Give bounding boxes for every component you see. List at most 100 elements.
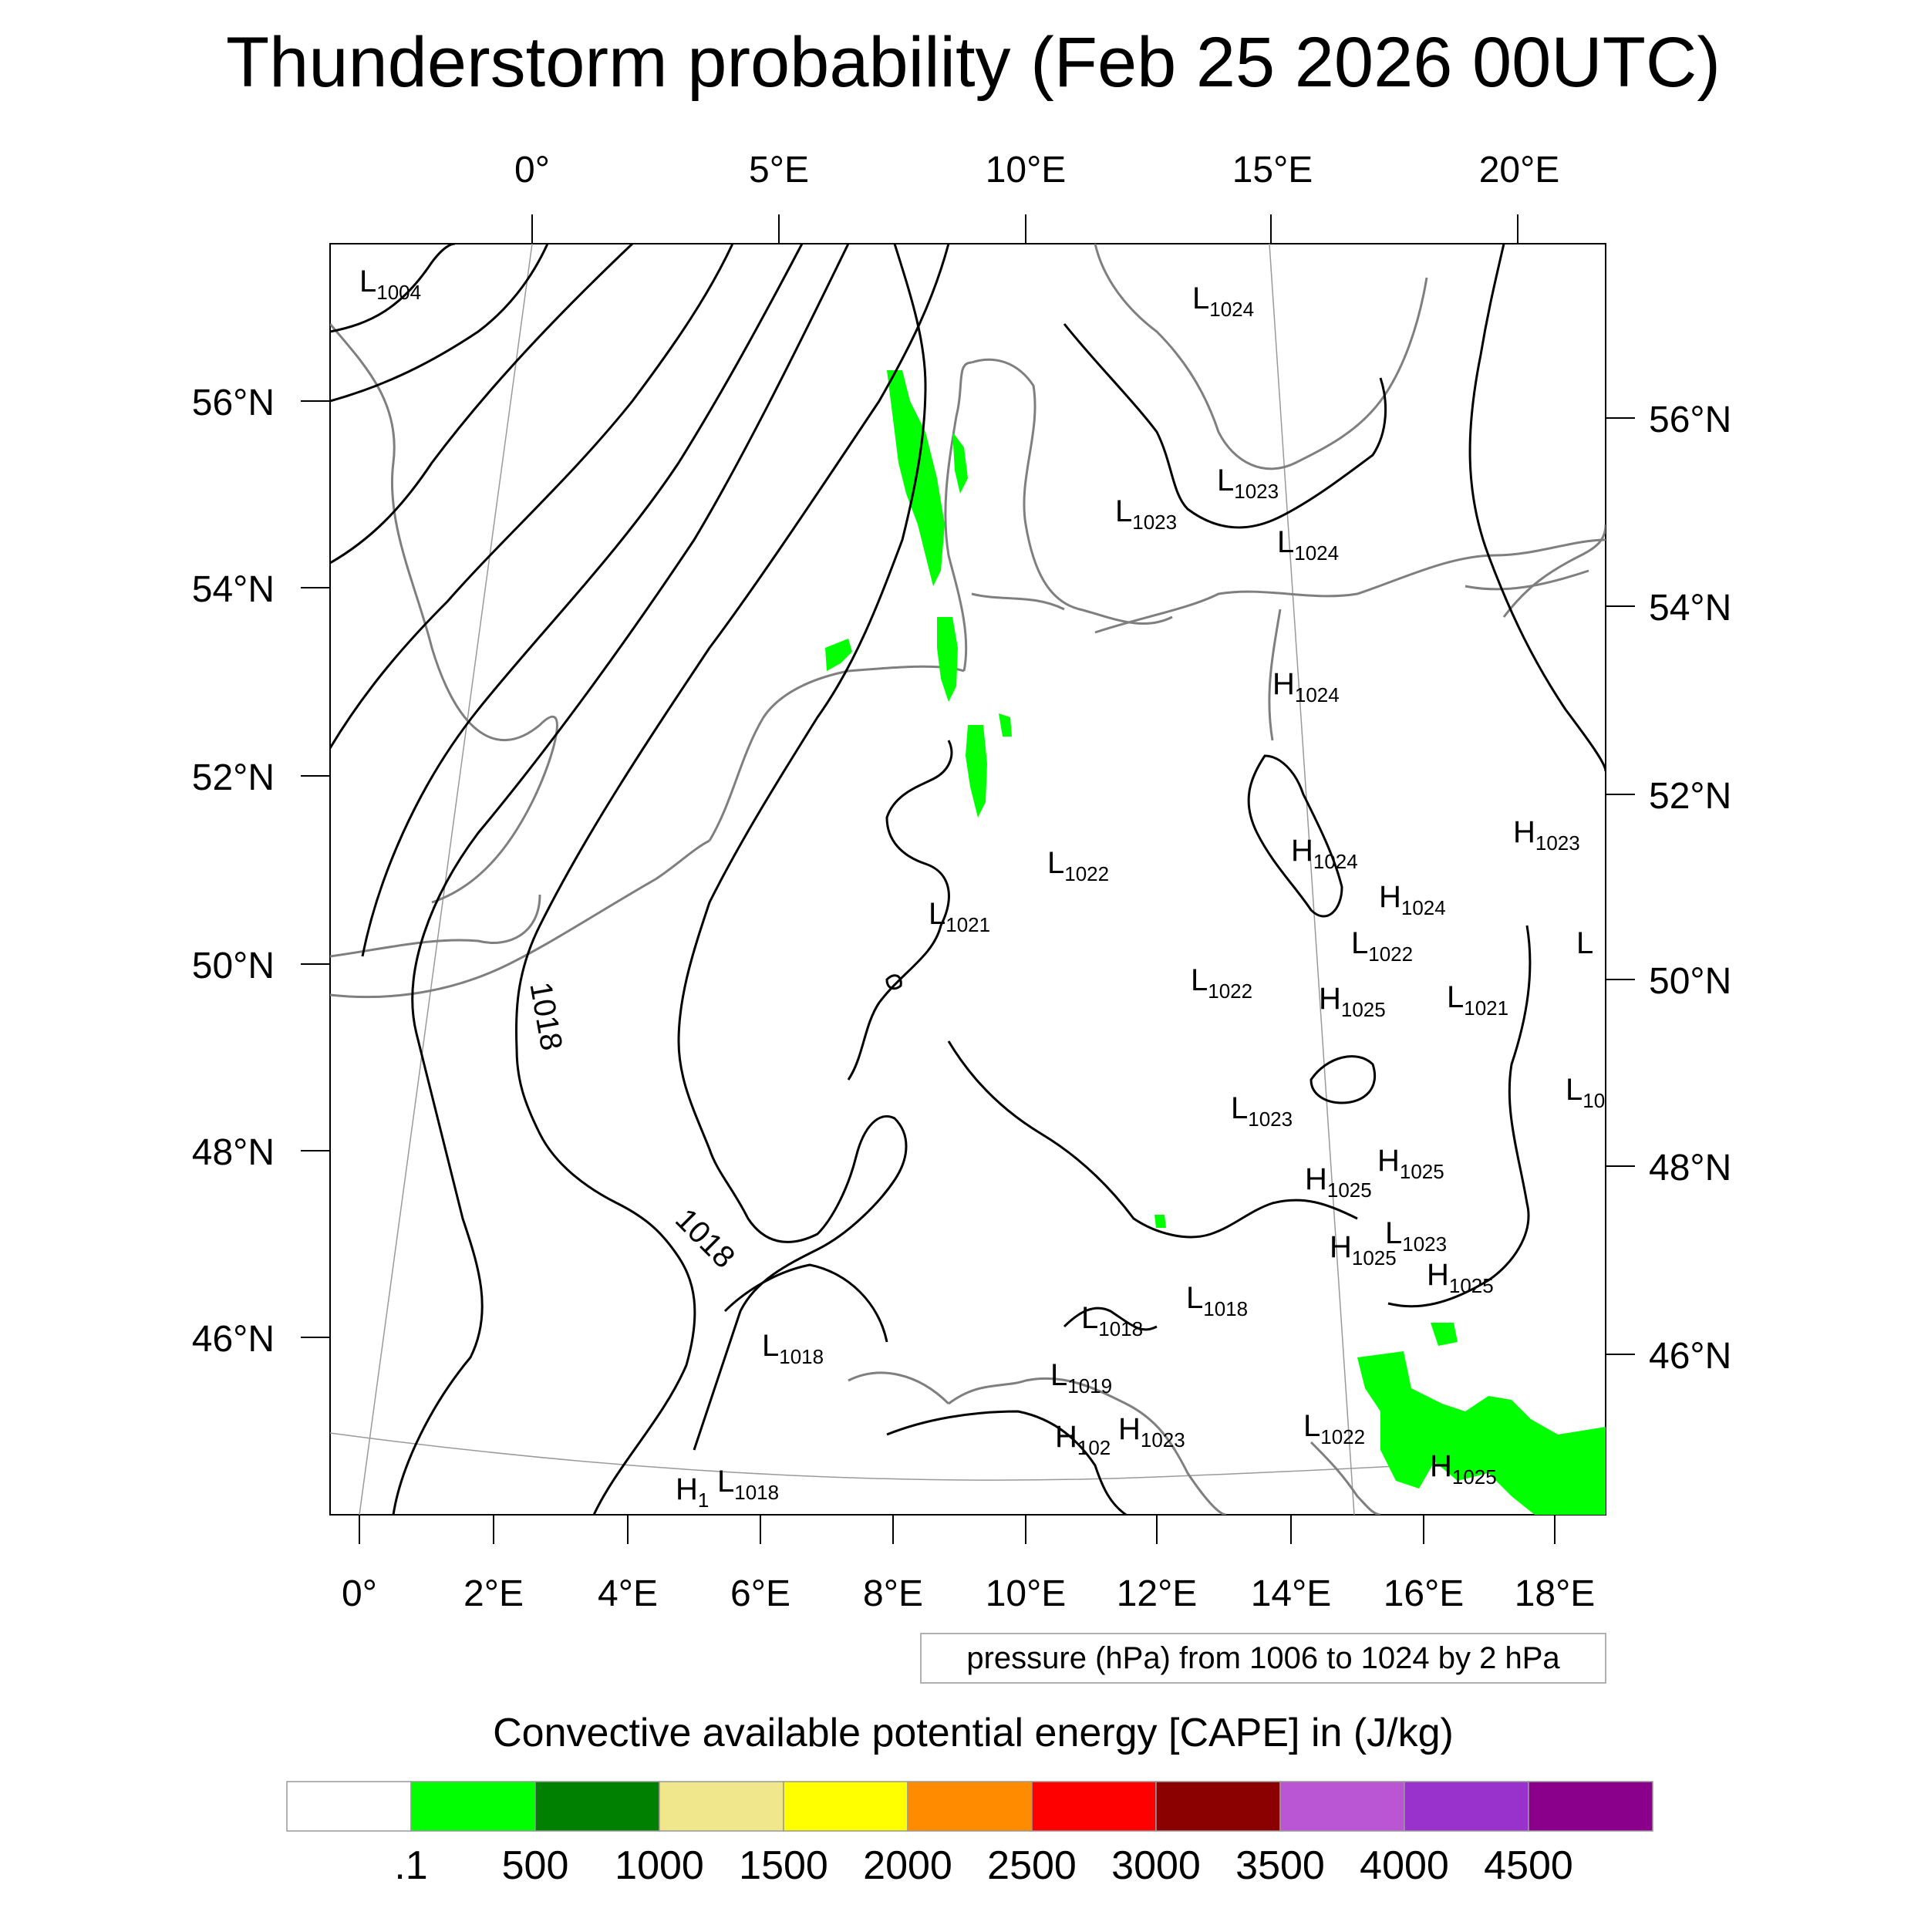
pressure-center-type: L (1081, 1301, 1098, 1335)
isobar-hungary-ring (1309, 1055, 1377, 1104)
pressure-center-type: L (1231, 1091, 1248, 1125)
top-lon-label: 0° (514, 150, 550, 191)
pressure-center-high: H1023 (1118, 1412, 1185, 1452)
pressure-center-type: H (1305, 1162, 1327, 1196)
pressure-center-type: H (1291, 834, 1313, 868)
pressure-note-text: pressure (hPa) from 1006 to 1024 by 2 hP… (966, 1641, 1560, 1675)
meridian-0 (359, 244, 533, 1515)
bottom-lon-label: 16°E (1384, 1573, 1465, 1614)
bottom-lon-label: 2°E (463, 1573, 524, 1614)
pressure-center-type: L (1351, 926, 1368, 960)
pressure-center-type: L (1047, 846, 1064, 880)
map-title: Thunderstorm probability (Feb 25 2026 00… (226, 23, 1721, 102)
pressure-center-high: H1025 (1330, 1230, 1397, 1269)
pressure-center-low: L1022 (1047, 846, 1109, 885)
legend-label: 4500 (1484, 1843, 1573, 1888)
border-east (1465, 569, 1589, 591)
bottom-lon-label: 0° (342, 1573, 377, 1614)
pressure-center-type: L (1566, 1073, 1583, 1107)
pressure-center-type: H (1330, 1230, 1352, 1264)
pressure-center-low: L1022 (1191, 963, 1252, 1003)
pressure-center-value: 1024 (1294, 541, 1339, 565)
pressure-center-value: 1024 (1313, 850, 1358, 873)
coast-low-countries (708, 665, 965, 841)
pressure-center-type: H (1055, 1420, 1077, 1454)
pressure-center-type: L (1192, 282, 1209, 315)
pressure-center-type: L (1217, 464, 1234, 497)
pressure-center-type: L (929, 897, 945, 931)
pressure-center-value: 102 (1077, 1436, 1111, 1459)
pressure-center-high: H102 (1055, 1420, 1111, 1459)
pressure-center-value: 1022 (1368, 942, 1413, 966)
top-lon-label: 5°E (749, 150, 809, 191)
pressure-center-high: H1024 (1272, 667, 1340, 706)
pressure-center-value: 1023 (1141, 1428, 1185, 1452)
border-dk-de (971, 592, 1065, 611)
coast-britain-east (330, 323, 558, 904)
pressure-center-value: 1025 (1452, 1465, 1497, 1489)
pressure-center-value: 10 (1583, 1089, 1605, 1112)
isobar-alps-north (1063, 1307, 1158, 1331)
legend-swatch (783, 1781, 908, 1832)
right-lat-label: 46°N (1649, 1336, 1731, 1377)
coast-baltic-south (1094, 538, 1606, 634)
legend-swatch (534, 1781, 660, 1832)
legend-swatch (410, 1781, 536, 1832)
legend-label: 500 (502, 1843, 569, 1888)
pressure-center-type: H (1319, 982, 1341, 1016)
coast-adriatic (948, 1377, 1227, 1515)
cape-patch-northsea-east (952, 432, 968, 494)
left-lat-label: 46°N (192, 1319, 275, 1360)
pressure-center-type: L (1447, 980, 1464, 1014)
map-frame (329, 243, 1606, 1516)
legend-label: .1 (394, 1843, 427, 1888)
legend-label: 3000 (1111, 1843, 1201, 1888)
pressure-center-value: 1021 (945, 913, 990, 936)
right-lat-label: 52°N (1649, 776, 1731, 817)
coast-britain-south (330, 894, 541, 958)
pressure-center-value: 1018 (779, 1345, 824, 1368)
pressure-note-frame (920, 1633, 1606, 1684)
pressure-center-value: 1025 (1341, 998, 1386, 1021)
axis-ticks (301, 214, 1635, 1544)
cape-patch-netherlands (825, 639, 852, 671)
axis-labels: 0° 5°E 10°E 15°E 20°E 0° 2°E 4°E 6°E 8°E… (192, 150, 1732, 1614)
coast-france-north (330, 839, 710, 999)
legend-swatch (286, 1781, 412, 1832)
legend-swatch (1279, 1781, 1405, 1832)
pressure-center-value: 1023 (1234, 480, 1279, 503)
pressure-center-value: 1025 (1327, 1178, 1372, 1202)
pressure-center-low: L1022 (1351, 926, 1413, 966)
pressure-center-type: H (676, 1472, 698, 1506)
pressure-center-value: 1023 (1248, 1108, 1293, 1131)
top-lon-label: 20°E (1479, 150, 1560, 191)
legend-label: 4000 (1360, 1843, 1449, 1888)
legend-swatch (659, 1781, 784, 1832)
bottom-lon-label: 18°E (1515, 1573, 1596, 1614)
pressure-note-box: pressure (hPa) from 1006 to 1024 by 2 hP… (920, 1633, 1606, 1684)
coastlines (330, 244, 1606, 1515)
bottom-lon-label: 10°E (986, 1573, 1067, 1614)
pressure-center-type: L (1115, 494, 1132, 528)
legend-swatch (1404, 1781, 1529, 1832)
cape-patch-bremen (966, 725, 987, 818)
cape-patch-frisia (937, 617, 958, 702)
pressure-center-value: 1025 (1352, 1246, 1397, 1269)
isobar-poland-ring (1247, 754, 1343, 918)
top-lon-label: 15°E (1232, 150, 1313, 191)
pressure-center-type: H (1118, 1412, 1141, 1446)
pressure-center-value: 1022 (1208, 979, 1252, 1003)
pressure-center-low: L (1576, 926, 1593, 960)
pressure-center-type: H (1379, 880, 1401, 914)
pressure-center-value: 1024 (1209, 298, 1254, 321)
pressure-center-high: H1025 (1377, 1144, 1444, 1183)
cape-patch-alps (1154, 1215, 1166, 1228)
isobar-6 (392, 244, 850, 1515)
meridian-15e (1269, 244, 1355, 1515)
cape-patch-balkans (1357, 1351, 1606, 1515)
pressure-center-low: L1023 (1385, 1216, 1447, 1256)
pressure-center-high: H1024 (1291, 834, 1358, 873)
pressure-center-low: L1021 (929, 897, 990, 936)
pressure-center-type: L (762, 1329, 779, 1363)
